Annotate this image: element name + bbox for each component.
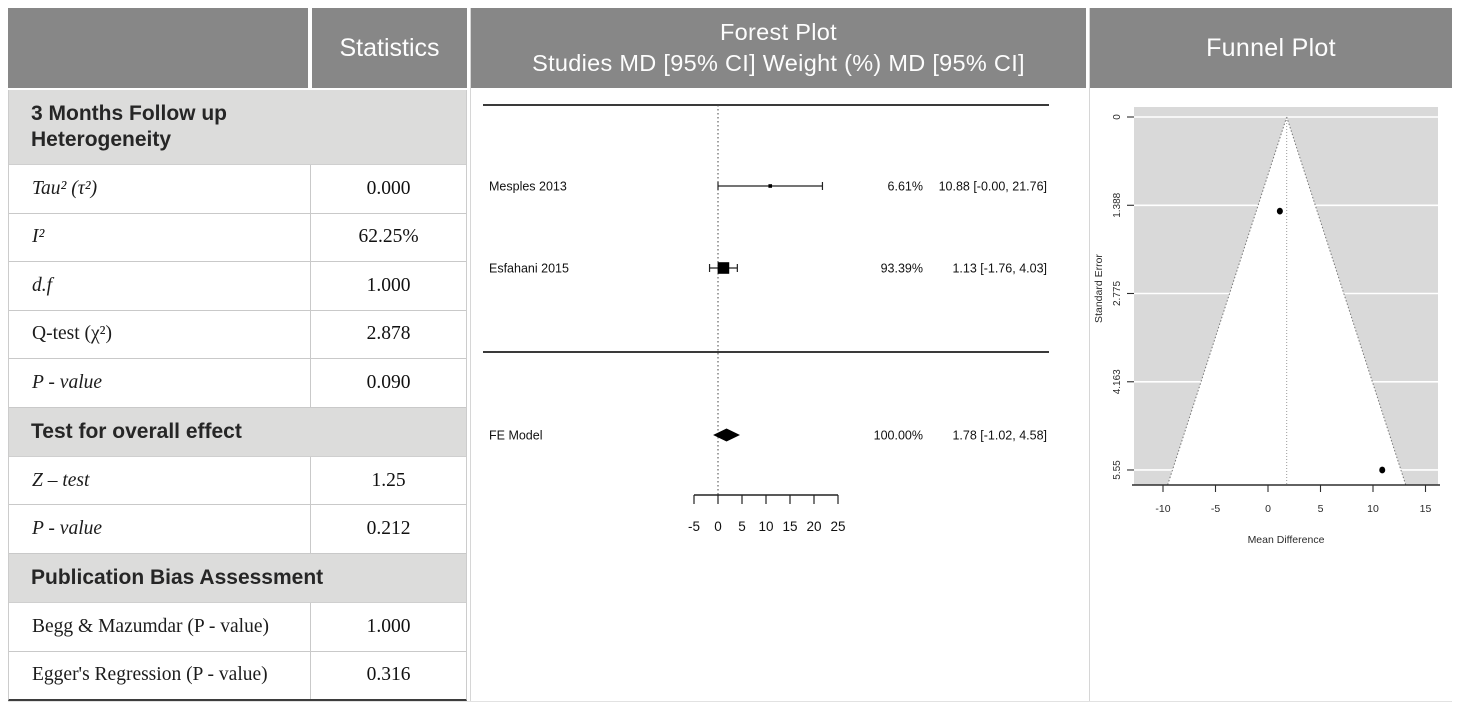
table-header-empty-cell xyxy=(8,8,308,88)
svg-text:2.775: 2.775 xyxy=(1112,281,1123,306)
row-value: 0.212 xyxy=(366,518,411,540)
funnel-plot-panel: Funnel Plot -10 -5 0 5 10 15 0 1.388 2.775 4.163 5… xyxy=(1089,8,1452,701)
svg-text:10: 10 xyxy=(758,519,773,534)
forest-plot-title: Forest Plot xyxy=(720,18,837,45)
svg-text:5: 5 xyxy=(738,519,746,534)
table-row: Q-test (χ²) 2.878 xyxy=(9,310,466,360)
svg-text:25: 25 xyxy=(830,519,845,534)
svg-text:1.78 [-1.02, 4.58]: 1.78 [-1.02, 4.58] xyxy=(952,429,1047,443)
row-value: 1.25 xyxy=(371,469,406,491)
table-row: P - value 0.090 xyxy=(9,359,466,408)
row-value: 0.090 xyxy=(366,372,411,394)
row-value: 2.878 xyxy=(366,323,411,345)
section-title-heterogeneity: 3 Months Follow up Heterogeneity xyxy=(9,90,466,165)
svg-text:5.55: 5.55 xyxy=(1112,460,1123,480)
svg-text:4.163: 4.163 xyxy=(1112,369,1123,394)
row-value: 1.000 xyxy=(366,615,411,637)
row-label: P - value xyxy=(9,359,311,407)
forest-plot-header: Forest Plot Studies MD [95% CI] Weight (… xyxy=(471,8,1086,88)
svg-text:6.61%: 6.61% xyxy=(888,180,923,194)
table-row: Z – test 1.25 xyxy=(9,456,466,506)
svg-text:-10: -10 xyxy=(1155,503,1170,515)
forest-plot-svg: Mesples 2013 6.61% 10.88 [-0.00, 21.76] Esf… xyxy=(483,104,1049,534)
svg-text:0: 0 xyxy=(714,519,722,534)
section-title-publication-bias: Publication Bias Assessment xyxy=(9,553,466,603)
svg-text:10.88 [-0.00, 21.76]: 10.88 [-0.00, 21.76] xyxy=(939,180,1047,194)
table-row: d.f 1.000 xyxy=(9,262,466,311)
table-header-row: Statistics xyxy=(8,8,467,88)
row-label: Egger's Regression (P - value) xyxy=(9,651,311,700)
forest-plot-panel: Forest Plot Studies MD [95% CI] Weight (… xyxy=(470,8,1086,701)
table-row: Tau² (τ²) 0.000 xyxy=(9,165,466,214)
table-row: I² 62.25% xyxy=(9,213,466,263)
svg-text:0: 0 xyxy=(1265,503,1271,515)
row-label: I² xyxy=(9,213,311,262)
table-row: Egger's Regression (P - value) 0.316 xyxy=(9,651,466,700)
forest-plot-subtitle: Studies MD [95% CI] Weight (%) MD [95% C… xyxy=(532,50,1025,76)
table-row: Begg & Mazumdar (P - value) 1.000 xyxy=(9,602,466,652)
forest-plot-area: Mesples 2013 6.61% 10.88 [-0.00, 21.76] Esf… xyxy=(471,88,1086,701)
svg-text:100.00%: 100.00% xyxy=(874,429,923,443)
row-label: Begg & Mazumdar (P - value) xyxy=(9,602,311,651)
svg-text:Esfahani 2015: Esfahani 2015 xyxy=(489,262,569,276)
svg-text:15: 15 xyxy=(782,519,797,534)
svg-text:15: 15 xyxy=(1420,503,1432,515)
row-value: 1.000 xyxy=(366,274,411,296)
svg-text:20: 20 xyxy=(806,519,821,534)
svg-text:-5: -5 xyxy=(1211,503,1220,515)
row-label: d.f xyxy=(9,262,311,310)
table-row: P - value 0.212 xyxy=(9,505,466,554)
svg-text:Mean Difference: Mean Difference xyxy=(1248,534,1325,546)
svg-text:1.388: 1.388 xyxy=(1112,192,1123,217)
funnel-plot-svg: -10 -5 0 5 10 15 0 1.388 2.775 4.163 5.55 Mean Diff… xyxy=(1093,107,1440,546)
statistics-table: Statistics 3 Months Follow up Heterogene… xyxy=(8,8,467,701)
row-value: 62.25% xyxy=(358,226,419,248)
svg-text:Standard Error: Standard Error xyxy=(1093,254,1105,323)
row-value: 0.316 xyxy=(366,664,411,686)
svg-text:5: 5 xyxy=(1318,503,1324,515)
row-label: Q-test (χ²) xyxy=(9,310,311,359)
svg-text:1.13 [-1.76, 4.03]: 1.13 [-1.76, 4.03] xyxy=(952,262,1047,276)
row-label: P - value xyxy=(9,505,311,553)
svg-text:10: 10 xyxy=(1367,503,1379,515)
svg-text:0: 0 xyxy=(1112,114,1123,120)
section-title-overall-effect: Test for overall effect xyxy=(9,407,466,457)
svg-text:FE Model: FE Model xyxy=(489,429,543,443)
row-value: 0.000 xyxy=(366,177,411,199)
svg-text:Mesples 2013: Mesples 2013 xyxy=(489,180,567,194)
svg-text:-5: -5 xyxy=(688,519,700,534)
svg-text:93.39%: 93.39% xyxy=(881,262,923,276)
funnel-plot-area: -10 -5 0 5 10 15 0 1.388 2.775 4.163 5.55 Mean Diff… xyxy=(1090,88,1452,701)
funnel-plot-header: Funnel Plot xyxy=(1090,8,1452,88)
table-header-statistics: Statistics xyxy=(312,8,467,88)
figure-grid: Statistics 3 Months Follow up Heterogene… xyxy=(8,8,1452,702)
row-label: Tau² (τ²) xyxy=(9,165,311,213)
row-label: Z – test xyxy=(9,456,311,505)
table-body: 3 Months Follow up Heterogeneity Tau² (τ… xyxy=(8,90,467,701)
